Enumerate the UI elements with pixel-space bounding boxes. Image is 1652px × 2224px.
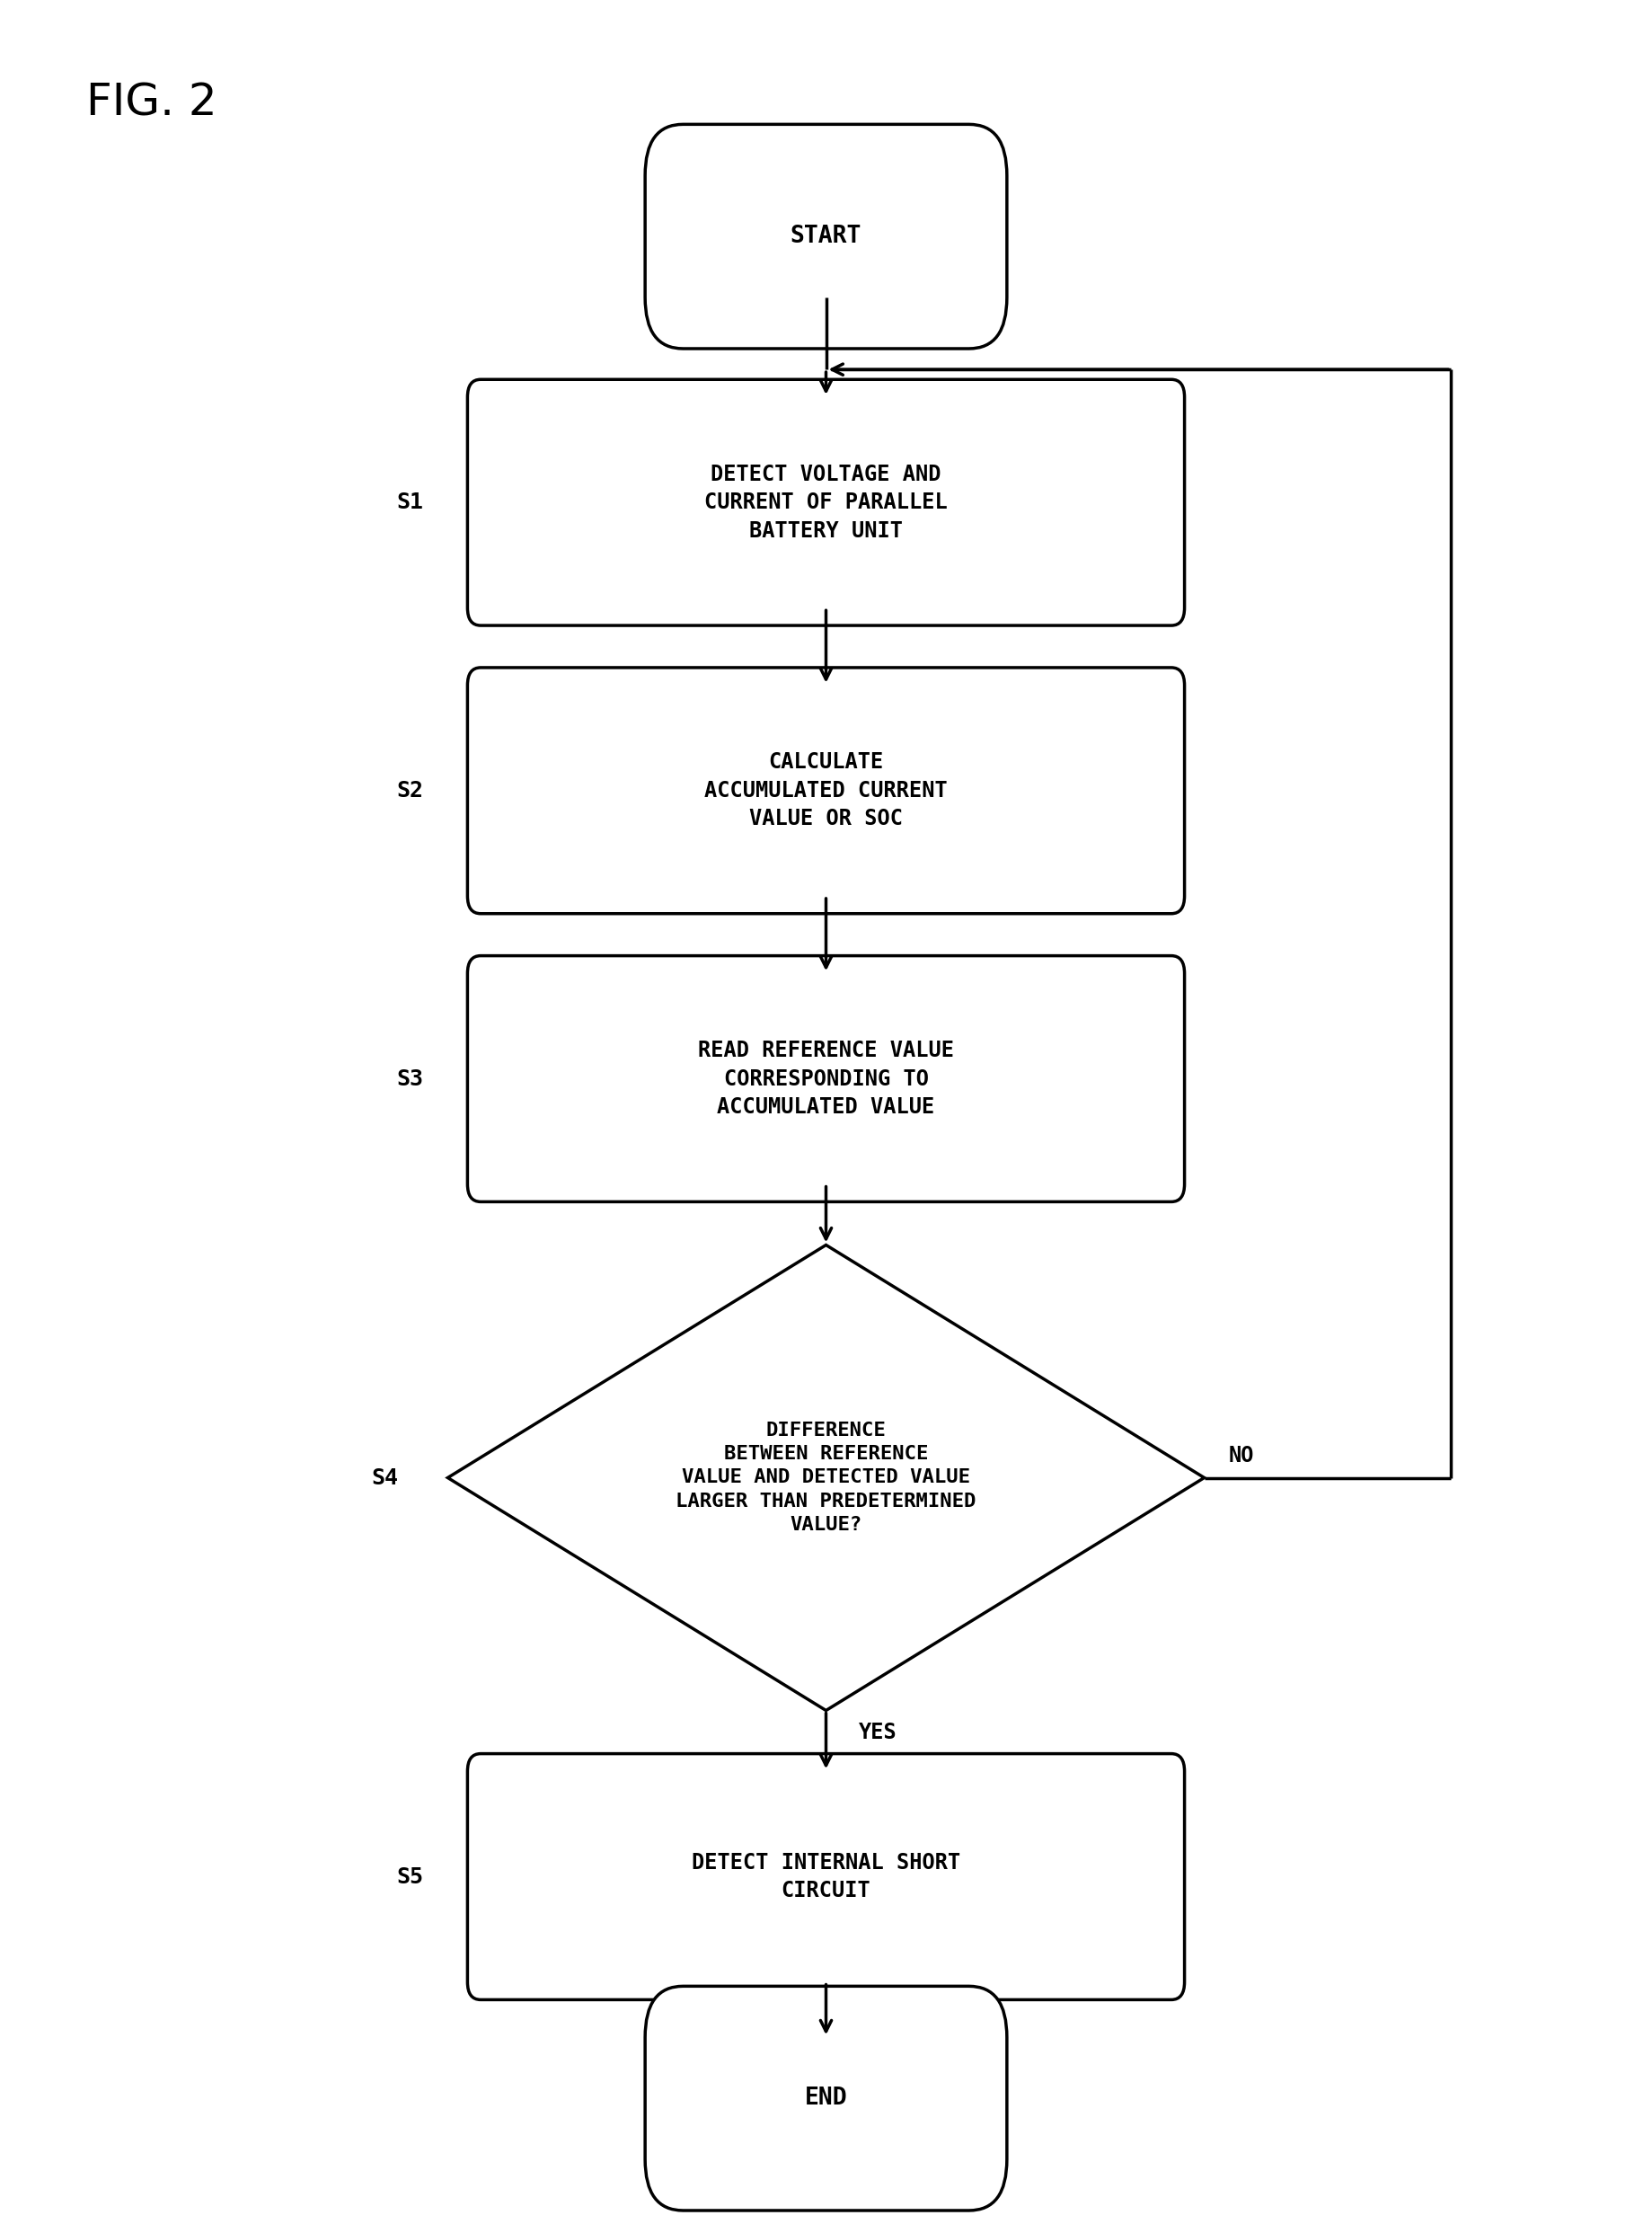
FancyBboxPatch shape: [468, 1755, 1184, 1999]
Polygon shape: [448, 1245, 1204, 1710]
Text: S3: S3: [396, 1068, 423, 1090]
Text: DIFFERENCE
BETWEEN REFERENCE
VALUE AND DETECTED VALUE
LARGER THAN PREDETERMINED
: DIFFERENCE BETWEEN REFERENCE VALUE AND D…: [676, 1421, 976, 1535]
Text: S4: S4: [372, 1468, 398, 1488]
Text: S5: S5: [396, 1866, 423, 1888]
Text: DETECT VOLTAGE AND
CURRENT OF PARALLEL
BATTERY UNIT: DETECT VOLTAGE AND CURRENT OF PARALLEL B…: [704, 463, 948, 543]
Text: DETECT INTERNAL SHORT
CIRCUIT: DETECT INTERNAL SHORT CIRCUIT: [692, 1853, 960, 1902]
Text: NO: NO: [1229, 1446, 1254, 1466]
Text: S1: S1: [396, 492, 423, 514]
Text: END: END: [805, 2086, 847, 2111]
Text: FIG. 2: FIG. 2: [86, 82, 216, 125]
Text: S2: S2: [396, 781, 423, 801]
FancyBboxPatch shape: [468, 380, 1184, 625]
FancyBboxPatch shape: [644, 1986, 1008, 2211]
Text: YES: YES: [859, 1721, 897, 1744]
Text: START: START: [790, 225, 862, 249]
FancyBboxPatch shape: [644, 125, 1008, 349]
Text: READ REFERENCE VALUE
CORRESPONDING TO
ACCUMULATED VALUE: READ REFERENCE VALUE CORRESPONDING TO AC…: [699, 1039, 953, 1119]
FancyBboxPatch shape: [468, 667, 1184, 914]
FancyBboxPatch shape: [468, 956, 1184, 1201]
Text: CALCULATE
ACCUMULATED CURRENT
VALUE OR SOC: CALCULATE ACCUMULATED CURRENT VALUE OR S…: [704, 752, 948, 830]
